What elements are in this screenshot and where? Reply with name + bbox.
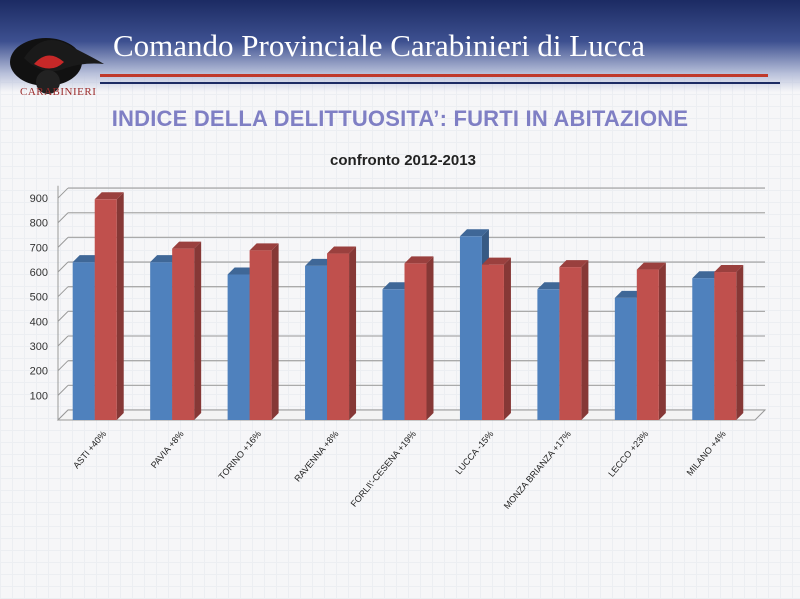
bar-2013 <box>172 248 195 420</box>
bar-2012 <box>382 289 405 420</box>
bar-2013 <box>249 250 272 420</box>
y-tick-label: 700 <box>30 242 48 254</box>
x-tick-label: RAVENNA +8% <box>292 429 340 484</box>
bar-2012 <box>692 278 715 420</box>
y-tick-label: 100 <box>30 390 48 402</box>
bar-2013 <box>559 267 582 420</box>
carabinieri-flame-logo <box>10 38 104 94</box>
bar-2013 <box>636 269 659 420</box>
bar-top-2013 <box>559 260 589 268</box>
bar-top-2012 <box>227 267 257 275</box>
bar-top-2013 <box>172 241 202 249</box>
bar-side-2013 <box>658 262 666 420</box>
brand-text: CARABINIERI <box>20 86 97 98</box>
bar-2013 <box>327 253 350 420</box>
x-tick-label: MONZA BRIANZA +17% <box>502 429 573 511</box>
bar-top-2012 <box>537 282 567 290</box>
bar-2013 <box>94 199 117 420</box>
bar-chart: confronto 2012-2013 100 200 300 400 500 600 70… <box>30 152 767 511</box>
y-tick-label: 800 <box>30 218 48 230</box>
bar-top-2012 <box>459 229 489 237</box>
gridline-depth <box>57 360 69 372</box>
y-tick-label: 200 <box>30 366 48 378</box>
y-tick-label: 900 <box>30 193 48 205</box>
bar-top-2013 <box>636 262 666 270</box>
gridline-depth <box>57 261 69 273</box>
bar-2013 <box>481 264 504 420</box>
bar-2012 <box>72 262 95 420</box>
bar-2012 <box>305 265 328 420</box>
gridline-depth <box>57 212 69 224</box>
bar-side-2013 <box>503 257 511 420</box>
bar-top-2013 <box>94 192 124 200</box>
bar-side-2013 <box>349 246 357 420</box>
y-tick-label: 300 <box>30 341 48 353</box>
bar-2012 <box>459 236 482 420</box>
gridline-depth <box>57 286 69 298</box>
app-title: Comando Provinciale Carabinieri di Lucca <box>113 28 645 63</box>
x-tick-label: FORLI\'-CESENA +19% <box>349 429 418 509</box>
bar-2012 <box>150 262 173 420</box>
bar-top-2012 <box>305 258 335 266</box>
slide-title: INDICE DELLA DELITTUOSITA’: FURTI IN ABI… <box>111 106 689 131</box>
bar-2012 <box>227 274 250 420</box>
gridline-depth <box>57 335 69 347</box>
bar-top-2012 <box>382 282 412 290</box>
bar-top-2013 <box>481 257 511 265</box>
divider-red <box>100 74 768 77</box>
bar-top-2012 <box>150 255 180 263</box>
bar-top-2013 <box>249 243 279 251</box>
bar-top-2012 <box>614 290 644 298</box>
x-tick-label: ASTI +40% <box>71 429 108 470</box>
y-tick-label: 600 <box>30 267 48 279</box>
bar-top-2013 <box>714 265 744 273</box>
bar-top-2013 <box>327 246 357 254</box>
bar-2013 <box>404 263 427 420</box>
bar-top-2012 <box>72 255 102 263</box>
y-tick-label: 500 <box>30 292 48 304</box>
y-tick-label: 400 <box>30 316 48 328</box>
bar-side-2013 <box>116 192 124 420</box>
gridline-depth <box>57 187 69 199</box>
divider-blue <box>100 82 780 84</box>
bar-side-2013 <box>581 260 589 420</box>
bar-side-2013 <box>426 256 434 420</box>
x-tick-label: LUCCA -15% <box>453 429 495 476</box>
gridline-depth <box>57 311 69 322</box>
x-tick-label: LECCO +23% <box>606 429 650 479</box>
x-tick-label: MILANO +4% <box>685 429 728 478</box>
bar-top-2013 <box>404 256 434 264</box>
bar-2012 <box>614 297 637 420</box>
gridline-depth <box>57 384 69 396</box>
bar-side-2013 <box>271 243 279 420</box>
bar-top-2012 <box>692 271 722 279</box>
bar-2012 <box>537 289 560 420</box>
x-tick-label: TORINO +16% <box>217 429 264 482</box>
gridline-depth <box>57 237 69 248</box>
bar-side-2013 <box>736 265 744 420</box>
bar-side-2013 <box>194 241 202 420</box>
x-tick-label: PAVIA +8% <box>149 429 186 470</box>
chart-title: confronto 2012-2013 <box>330 152 476 169</box>
bar-2013 <box>714 272 737 420</box>
